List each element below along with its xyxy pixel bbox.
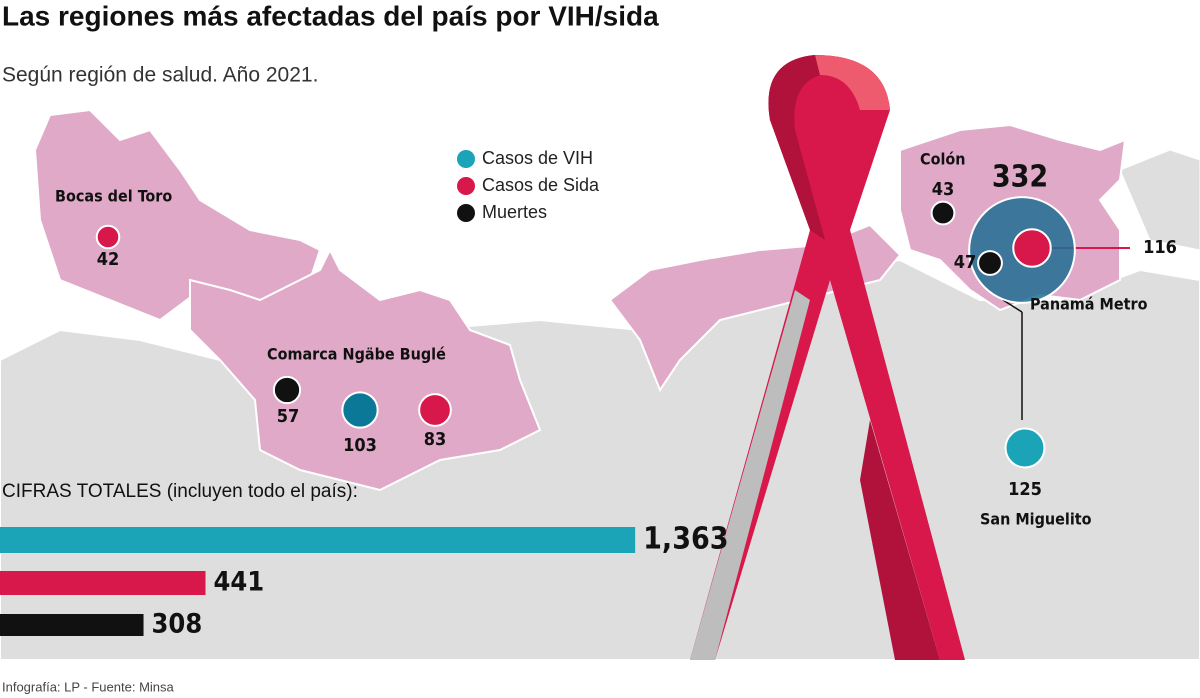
- bubble-label: 43: [932, 179, 955, 200]
- region-name: Colón: [920, 150, 966, 169]
- bubble: [1004, 427, 1046, 469]
- bubble: [977, 250, 1003, 276]
- value-label: 441: [214, 567, 265, 598]
- value-label: 1,363: [643, 522, 728, 557]
- title: Las regiones más afectadas del país por …: [2, 0, 659, 31]
- bubble: [418, 393, 452, 427]
- legend-swatch: [457, 150, 475, 168]
- leader-line: [1002, 299, 1023, 313]
- bar: [0, 614, 144, 636]
- bubble-label: 125: [1008, 479, 1042, 500]
- subtitle: Según región de salud. Año 2021.: [2, 64, 318, 87]
- region-name: Bocas del Toro: [55, 187, 172, 206]
- region-name: Comarca Ngäbe Buglé: [267, 345, 446, 364]
- bubble-label: 42: [97, 249, 120, 270]
- region-name: Panamá Metro: [1030, 295, 1148, 314]
- chart-title: CIFRAS TOTALES (incluyen todo el país):: [2, 481, 358, 502]
- ribbon: [690, 55, 965, 660]
- bubble: [95, 224, 121, 250]
- bubble-label: 116: [1143, 237, 1177, 258]
- bubble-label: 57: [277, 406, 300, 427]
- bubble: [930, 200, 956, 226]
- bubble-label: 332: [992, 160, 1048, 195]
- bubble-label: 47: [954, 252, 977, 273]
- legend-label: Casos de Sida: [482, 175, 600, 195]
- legend-label: Casos de VIH: [482, 148, 593, 168]
- legend-swatch: [457, 204, 475, 222]
- bubble: [341, 391, 379, 429]
- bar: [0, 527, 636, 553]
- bar: [0, 571, 206, 595]
- value-label: 308: [152, 609, 203, 640]
- legend-label: Muertes: [482, 202, 547, 222]
- bubble-label: 103: [343, 435, 377, 456]
- bubble: [272, 375, 302, 405]
- bubble-label: 83: [424, 429, 447, 450]
- source: Infografía: LP - Fuente: Minsa: [2, 679, 175, 694]
- region-name: San Miguelito: [980, 510, 1092, 529]
- bubble: [1012, 228, 1052, 268]
- legend-swatch: [457, 177, 475, 195]
